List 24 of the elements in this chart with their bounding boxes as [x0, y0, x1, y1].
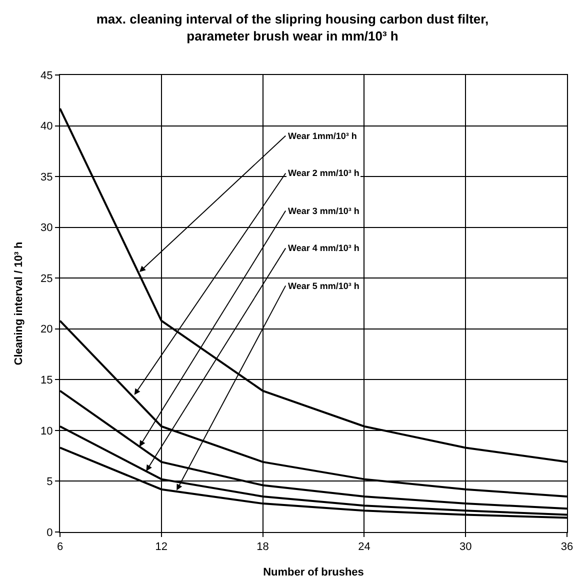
annotation: Wear 2 mm/10³ h — [288, 168, 360, 178]
y-tick-label: 30 — [40, 222, 53, 234]
x-tick-label: 18 — [256, 541, 269, 554]
x-tick-label: 36 — [560, 541, 574, 554]
annotation: Wear 3 mm/10³ h — [288, 206, 360, 216]
y-axis-title: Cleaning interval / 10³ h — [13, 241, 26, 366]
chart-title: max. cleaning interval of the slipring housing carbon dust filter, parameter brush wear in mm/10³ h — [96, 12, 489, 44]
x-axis-title: Number of brushes — [263, 566, 364, 578]
y-tick-label: 40 — [40, 120, 53, 133]
y-tick-label: 15 — [40, 374, 53, 387]
y-tick-label: 20 — [40, 324, 53, 336]
y-tick-label: 35 — [40, 171, 53, 184]
x-tick-label: 6 — [56, 541, 64, 554]
y-tick-label: 5 — [46, 476, 53, 488]
x-tick-label: 30 — [459, 541, 472, 554]
annotation: Wear 4 mm/10³ h — [288, 243, 360, 253]
y-tick-label: 25 — [40, 272, 53, 285]
annotation: Wear 1mm/10³ h — [288, 131, 357, 141]
y-tick-label: 10 — [40, 425, 53, 438]
annotation: Wear 5 mm/10³ h — [288, 281, 360, 291]
x-tick-label: 24 — [358, 541, 370, 554]
x-tick-label: 12 — [155, 541, 168, 554]
y-tick-label: 45 — [40, 70, 53, 82]
y-tick-label: 0 — [46, 526, 53, 539]
